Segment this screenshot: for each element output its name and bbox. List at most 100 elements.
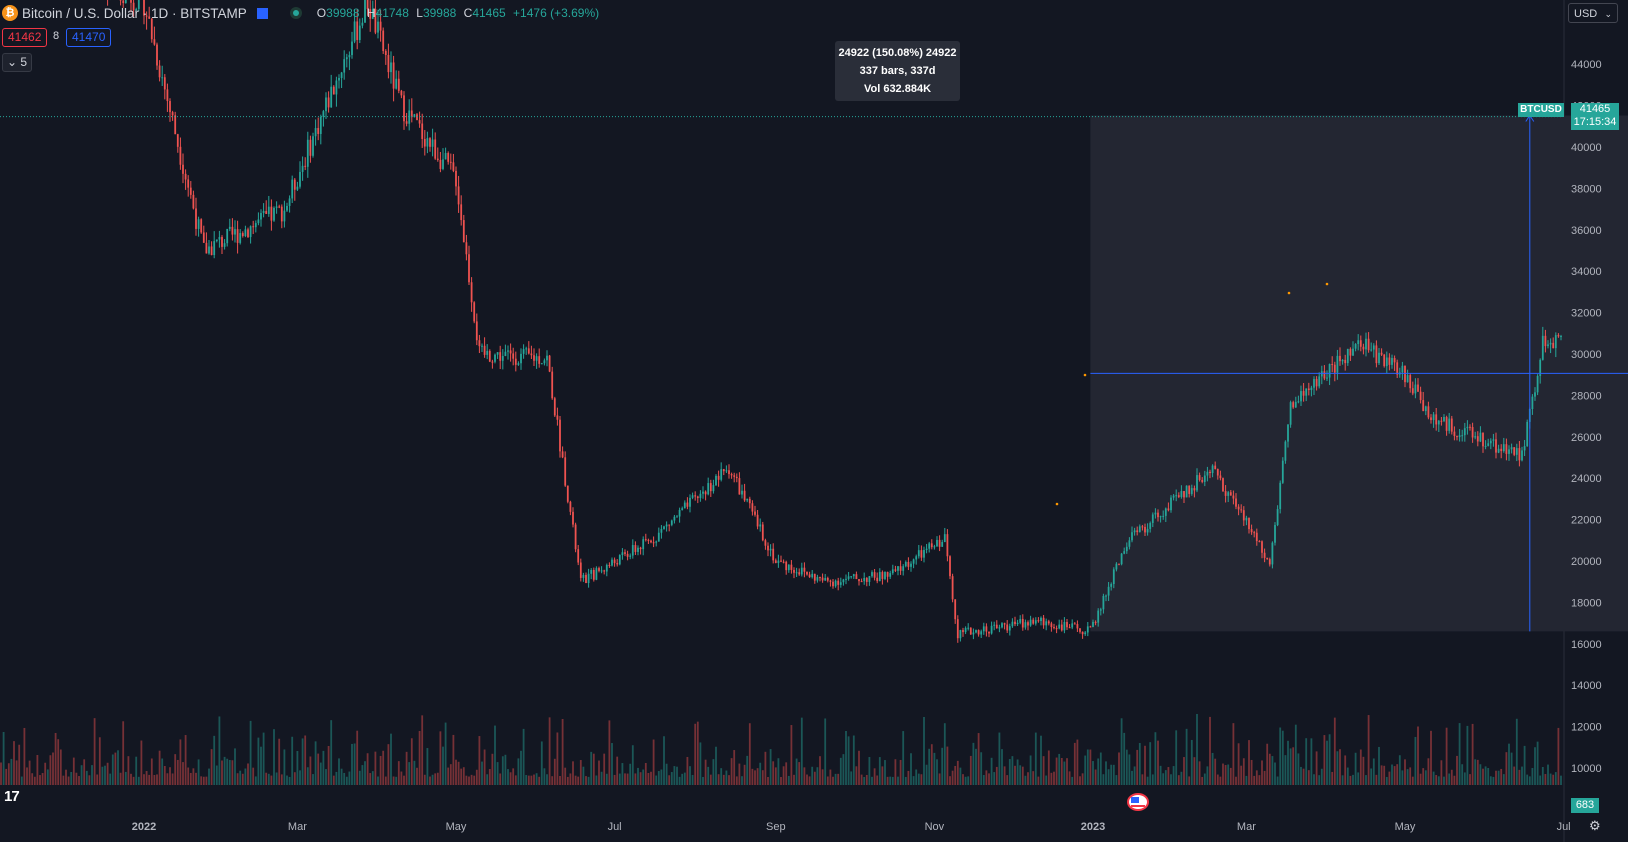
market-status-icon[interactable]: [289, 7, 302, 19]
candle-body: [722, 469, 725, 472]
candle-body: [1284, 441, 1287, 461]
volume-bar: [777, 758, 780, 785]
currency-select[interactable]: USD ⌄: [1568, 3, 1618, 23]
candle-body: [613, 559, 616, 564]
volume-bar: [709, 774, 712, 785]
volume-bar: [559, 775, 561, 785]
volume-bar: [1107, 769, 1110, 785]
candle-body: [821, 577, 824, 581]
volume-bar: [1248, 740, 1250, 785]
volume-bar: [1300, 766, 1302, 785]
volume-bar: [764, 751, 767, 785]
candle-body: [608, 564, 611, 566]
candle-body: [738, 478, 741, 495]
interval-toggle[interactable]: ⌄ 5: [2, 53, 33, 72]
us-flag-icon[interactable]: [1127, 793, 1149, 811]
volume-bar: [668, 775, 671, 785]
volume-bar: [104, 765, 106, 785]
candle-body: [587, 573, 590, 584]
volume-bar: [1157, 740, 1159, 785]
sell-price-button[interactable]: 41462: [2, 28, 48, 47]
volume-bar: [910, 753, 912, 785]
volume-bar: [236, 773, 239, 785]
candle-body: [475, 321, 478, 341]
volume-bar: [163, 765, 166, 785]
event-marker: [1325, 282, 1329, 286]
candle-body: [1216, 469, 1219, 476]
candle-body: [977, 630, 980, 635]
candle-body: [1310, 387, 1313, 391]
candle-body: [1526, 421, 1529, 447]
candle-body: [1479, 432, 1482, 442]
volume-bar: [1032, 771, 1035, 785]
candle-body: [169, 101, 171, 113]
candle-body: [1406, 375, 1409, 383]
candle-body: [881, 572, 884, 579]
volume-bar: [943, 723, 946, 785]
volume-bar: [2, 731, 5, 785]
candle-body: [1513, 447, 1516, 455]
candle-body: [200, 219, 203, 233]
flag-icon[interactable]: [256, 7, 268, 19]
volume-bar: [343, 772, 346, 785]
volume-bar: [735, 776, 738, 785]
volume-bar: [956, 760, 959, 785]
candle-body: [1053, 627, 1055, 629]
candle-body: [1232, 495, 1235, 499]
volume-bar: [41, 773, 44, 785]
candle-body: [1258, 541, 1261, 543]
candle-body: [213, 241, 216, 256]
volume-bar: [1406, 769, 1409, 785]
candle-body: [1497, 448, 1500, 453]
volume-bar: [1016, 759, 1019, 785]
candle-body: [590, 569, 593, 574]
candle-body: [306, 139, 309, 167]
candle-body: [1042, 617, 1045, 626]
volume-bar: [1414, 736, 1417, 785]
volume-bar: [790, 725, 793, 785]
candle-body: [1097, 610, 1100, 623]
candle-body: [543, 360, 546, 364]
volume-bar: [1198, 761, 1201, 785]
candle-body: [871, 572, 873, 577]
volume-bar: [514, 775, 517, 785]
volume-bar: [496, 762, 499, 785]
candle-body: [1175, 495, 1178, 497]
candle-body: [574, 524, 577, 550]
candle-body: [631, 545, 634, 556]
volume-bar: [553, 758, 556, 785]
candle-body: [1271, 542, 1274, 565]
volume-bar: [598, 760, 600, 785]
volume-bar: [621, 763, 624, 785]
volume-bar: [798, 762, 801, 785]
volume-bar: [618, 773, 621, 785]
volume-bar: [117, 750, 119, 785]
candle-body: [746, 498, 749, 501]
volume-bar: [605, 773, 608, 785]
candle-body: [1266, 557, 1269, 560]
candle-body: [764, 540, 767, 546]
candle-body: [1359, 340, 1362, 347]
tradingview-logo-icon[interactable]: 17: [4, 788, 20, 805]
volume-bar: [972, 742, 975, 785]
symbol-title[interactable]: Bitcoin / U.S. Dollar · 1D · BITSTAMP: [22, 5, 247, 21]
candle-body: [793, 569, 795, 573]
volume-bar: [1024, 775, 1027, 785]
buy-price-button[interactable]: 41470: [66, 28, 112, 47]
volume-bar: [1484, 766, 1487, 785]
candle-body: [1328, 364, 1331, 378]
volume-bar: [98, 737, 101, 785]
volume-bar: [946, 746, 949, 785]
volume-bar: [111, 754, 114, 785]
candle-body: [1409, 375, 1412, 389]
volume-bar: [345, 776, 348, 785]
volume-bar: [1549, 773, 1552, 785]
volume-bar: [1461, 764, 1464, 785]
candle-body: [1099, 609, 1102, 611]
candle-body: [322, 111, 325, 117]
gear-icon[interactable]: ⚙: [1589, 818, 1601, 833]
candle-body: [1463, 428, 1466, 436]
volume-bar: [1079, 776, 1081, 785]
candle-body: [1437, 420, 1440, 425]
